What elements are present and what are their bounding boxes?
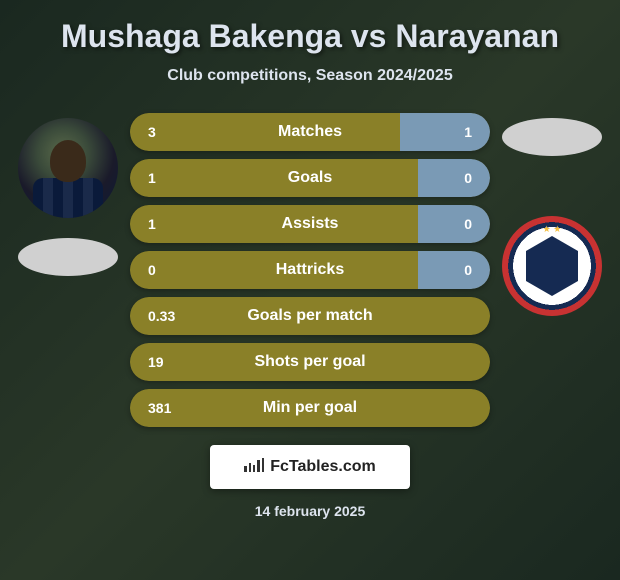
left-player-column: [18, 113, 118, 276]
stat-label: Goals: [130, 169, 490, 187]
club-stars-icon: ★ ★: [502, 224, 602, 235]
brand-text: FcTables.com: [270, 458, 376, 476]
stat-row: 19Shots per goal: [130, 343, 490, 381]
club-shield-icon: [526, 236, 578, 296]
subtitle: Club competitions, Season 2024/2025: [0, 67, 620, 85]
avatar-jersey: [33, 178, 103, 218]
brand-chart-icon: [244, 458, 264, 476]
avatar-face: [50, 140, 86, 182]
stat-row: 1Assists0: [130, 205, 490, 243]
brand-box[interactable]: FcTables.com: [210, 445, 410, 489]
stat-row: 3Matches1: [130, 113, 490, 151]
page-title: Mushaga Bakenga vs Narayanan: [0, 18, 620, 55]
comparison-container: Mushaga Bakenga vs Narayanan Club compet…: [0, 0, 620, 580]
stat-label: Shots per goal: [130, 353, 490, 371]
stat-row: 0Hattricks0: [130, 251, 490, 289]
stat-row: 381Min per goal: [130, 389, 490, 427]
stat-row: 0.33Goals per match: [130, 297, 490, 335]
stat-label: Goals per match: [130, 307, 490, 325]
stat-label: Matches: [130, 123, 490, 141]
stat-label: Min per goal: [130, 399, 490, 417]
right-club-logo: ★ ★: [502, 216, 602, 316]
date-text: 14 february 2025: [0, 503, 620, 519]
stats-column: 3Matches1 1Goals0 1Assists0 0Hattricks0 0.33…: [130, 113, 490, 427]
stat-label: Assists: [130, 215, 490, 233]
stat-label: Hattricks: [130, 261, 490, 279]
left-player-avatar: [18, 118, 118, 218]
right-flag-icon: [502, 118, 602, 156]
right-player-column: ★ ★: [502, 113, 602, 316]
left-flag-icon: [18, 238, 118, 276]
stat-row: 1Goals0: [130, 159, 490, 197]
main-content: 3Matches1 1Goals0 1Assists0 0Hattricks0 0.33…: [0, 113, 620, 427]
